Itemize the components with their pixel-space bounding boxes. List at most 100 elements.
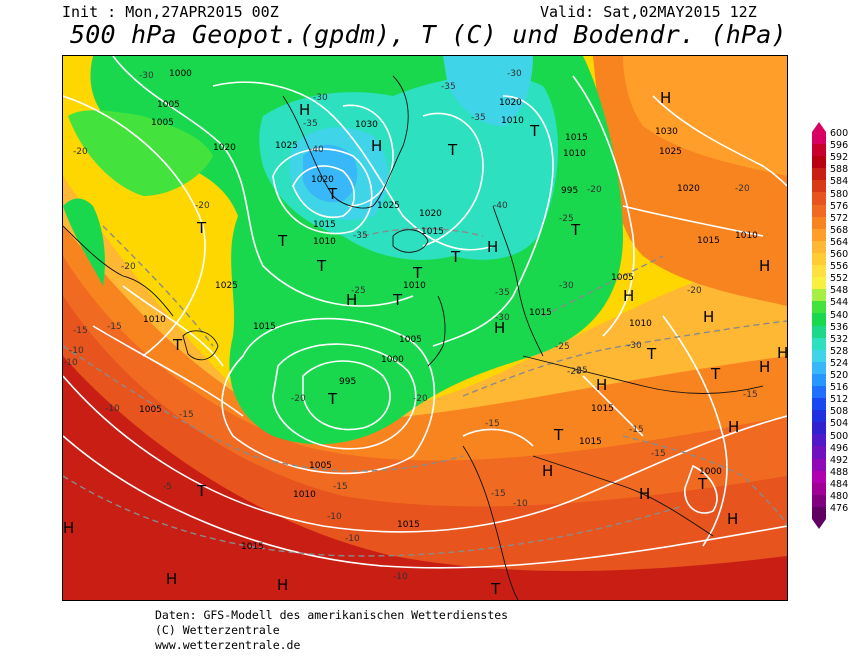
- temp-labels: -30 -35 -30 -40 -35 -30 -35 -40 -35 -25 …: [63, 69, 758, 582]
- map-svg: 1000 1005 1005 1020 1025 1030 1020 1025 …: [63, 56, 787, 600]
- temp-label: -10: [393, 572, 408, 582]
- temp-label: -35: [303, 119, 318, 129]
- temp-label: -15: [651, 449, 666, 459]
- isobar-label: 1005: [151, 118, 174, 128]
- colorbar-level-label: 524: [830, 357, 849, 369]
- isobar-label: 1010: [313, 237, 336, 247]
- colorbar-level-label: 560: [830, 249, 849, 260]
- colorbar-level-label: 480: [830, 491, 849, 502]
- temp-label: -20: [735, 184, 750, 194]
- colorbar-cell: [812, 132, 826, 145]
- coastline-norway: [492, 205, 544, 357]
- isobar-label: 1015: [579, 437, 602, 447]
- colorbar-cell: [812, 494, 826, 507]
- coastline-greenland: [282, 75, 409, 209]
- isobar-label: 995: [561, 186, 578, 196]
- low-marker: T: [392, 291, 403, 309]
- colorbar-cell: [812, 216, 826, 229]
- low-marker: T: [697, 475, 708, 493]
- colorbar-level-label: 476: [830, 503, 849, 515]
- colorbar-cell: [812, 349, 826, 362]
- coastline-iberia: [462, 445, 519, 600]
- high-marker: H: [727, 510, 738, 528]
- isobar-label: 1000: [381, 355, 404, 365]
- colorbar-cell: [812, 325, 826, 338]
- temp-label: -30: [507, 69, 522, 79]
- weather-map: 1000 1005 1005 1020 1025 1030 1020 1025 …: [62, 55, 788, 601]
- colorbar-cell: [812, 240, 826, 253]
- colorbar-cell: [812, 313, 826, 326]
- isobar-label: 1015: [241, 542, 264, 552]
- colorbar-level-label: 532: [830, 333, 849, 345]
- isobar-label: 1030: [355, 120, 378, 130]
- temp-label: -30: [313, 93, 328, 103]
- colorbar-level-label: 528: [830, 345, 849, 357]
- high-marker: H: [277, 576, 288, 594]
- valid-time: Valid: Sat,02MAY2015 12Z: [540, 3, 757, 21]
- isobar-label: 1020: [213, 143, 236, 153]
- init-time: Init : Mon,27APR2015 00Z: [62, 3, 279, 21]
- temp-label: -20: [687, 286, 702, 296]
- isobar-line: [432, 95, 554, 347]
- website: www.wetterzentrale.de: [155, 638, 301, 652]
- temp-label: -40: [493, 201, 508, 211]
- copyright: (C) Wetterzentrale: [155, 623, 280, 637]
- colorbar-cell: [812, 422, 826, 435]
- low-marker: T: [570, 221, 581, 239]
- high-marker: H: [166, 570, 177, 588]
- high-marker: H: [63, 519, 74, 537]
- temp-label: -5: [163, 482, 172, 492]
- high-marker: H: [487, 238, 498, 256]
- colorbar-level-label: 584: [830, 176, 849, 188]
- colorbar-arrow-top: [812, 122, 826, 132]
- temp-label: -20: [73, 147, 88, 157]
- low-marker: T: [490, 580, 501, 598]
- isobar-line: [582, 375, 644, 437]
- temp-label: -30: [627, 341, 642, 351]
- high-marker: H: [346, 291, 357, 309]
- isobar-line: [302, 360, 391, 431]
- colorbar-cell: [812, 265, 826, 278]
- low-marker: T: [316, 257, 327, 275]
- colorbar-level-label: 504: [830, 418, 849, 430]
- colorbar-cell: [812, 373, 826, 386]
- chart-title: 500 hPa Geopot.(gpdm), T (C) und Bodendr…: [70, 20, 787, 49]
- temp-label: -15: [629, 425, 644, 435]
- isobar-label: 1020: [419, 209, 442, 219]
- colorbar-cell: [812, 446, 826, 459]
- isobar-label: 1000: [699, 467, 722, 477]
- temp-label: -15: [743, 390, 758, 400]
- fill-cyan-north: [443, 56, 533, 126]
- fill-ne-orange2: [623, 56, 787, 176]
- isobar-label: 1020: [311, 175, 334, 185]
- isobar-label: 1010: [293, 490, 316, 500]
- colorbar-level-label: 592: [830, 152, 849, 164]
- temp-label: -35: [441, 82, 456, 92]
- isobar-line: [92, 325, 244, 417]
- high-marker: H: [660, 89, 671, 107]
- temp-label: -20: [587, 185, 602, 195]
- temp-label: -35: [353, 231, 368, 241]
- colorbar-cell: [812, 252, 826, 266]
- coastline-europe: [522, 355, 764, 394]
- low-marker: T: [196, 219, 207, 237]
- isobar-label: 1015: [253, 322, 276, 332]
- high-marker: H: [639, 485, 650, 503]
- colorbar-cell: [812, 434, 826, 447]
- isobar-line: [292, 165, 356, 218]
- colorbar-cell: [812, 156, 826, 169]
- colorbar-cell: [812, 337, 826, 350]
- temp-label: -35: [471, 113, 486, 123]
- temp-label: -40: [309, 145, 324, 155]
- isobar-line: [221, 317, 436, 475]
- temp-label: -15: [179, 410, 194, 420]
- colorbar-cell: [812, 204, 826, 217]
- temp-label: -20: [567, 367, 582, 377]
- temp-label: -30: [139, 71, 154, 81]
- colorbar-cell: [812, 458, 826, 471]
- colorbar-level-label: 576: [830, 200, 849, 212]
- colorbar-level-label: 500: [830, 430, 849, 442]
- isobar-line: [63, 95, 206, 357]
- isobar-line: [63, 375, 787, 533]
- colorbar-level-label: 580: [830, 188, 849, 200]
